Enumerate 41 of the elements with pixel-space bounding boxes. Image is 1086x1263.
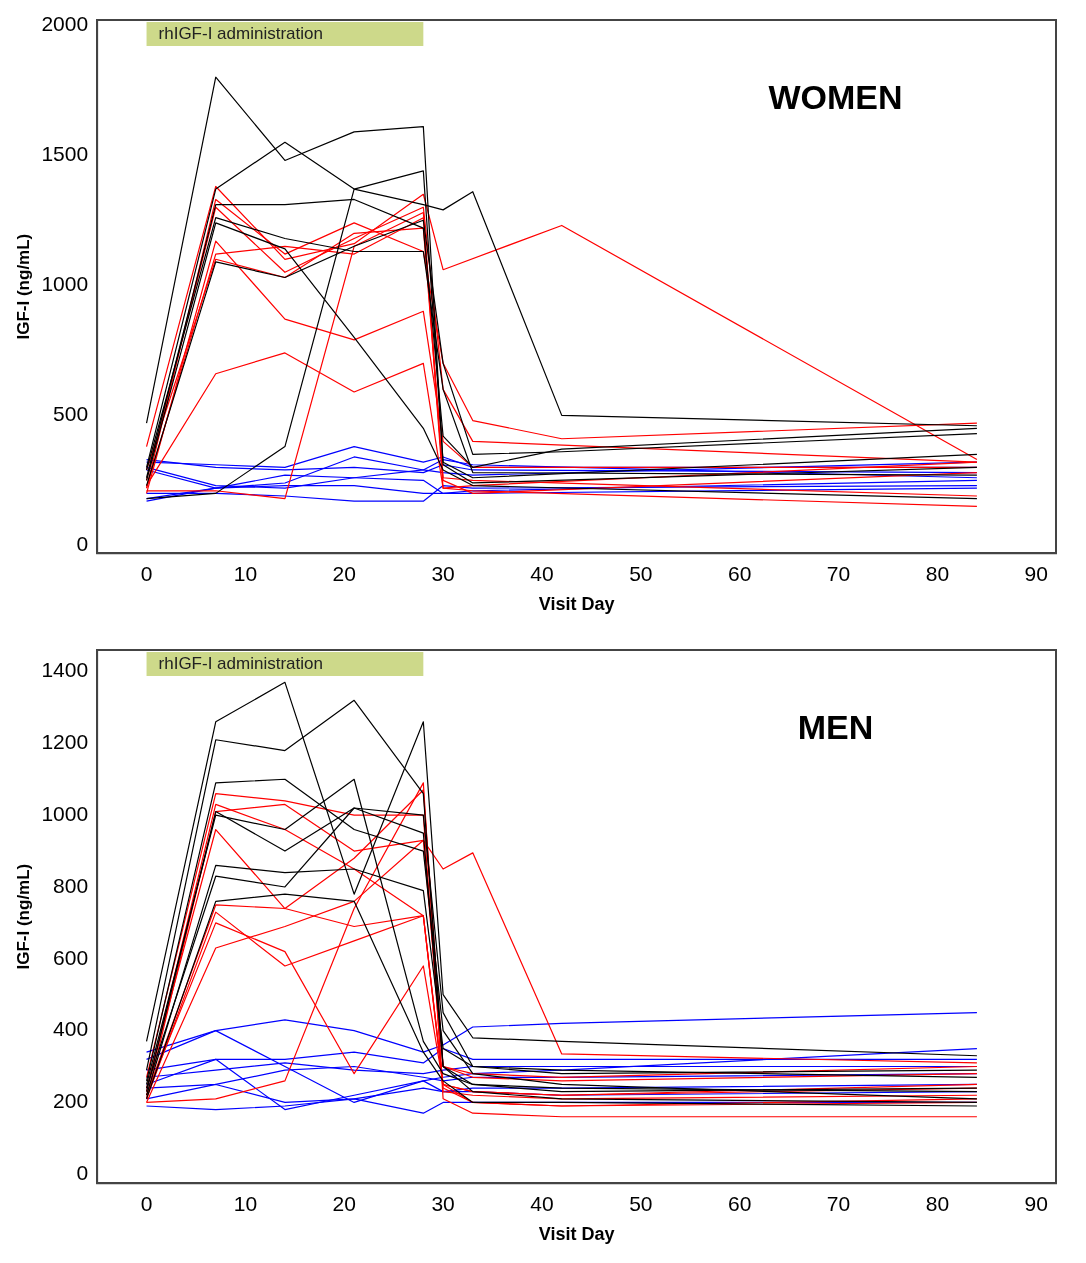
x-tick-label: 60 bbox=[727, 561, 752, 585]
y-tick-label: 500 bbox=[53, 402, 89, 426]
x-tick-label: 70 bbox=[826, 1191, 851, 1215]
y-tick-label: 1000 bbox=[41, 801, 89, 825]
x-tick-label: 70 bbox=[826, 561, 851, 585]
annotation: MEN bbox=[797, 708, 874, 747]
x-tick-label: 90 bbox=[1024, 561, 1048, 585]
x-axis-title: Visit Day bbox=[538, 1224, 615, 1245]
x-tick-label: 40 bbox=[530, 561, 554, 585]
x-tick-label: 0 bbox=[140, 1191, 153, 1215]
x-tick-label: 50 bbox=[629, 1191, 653, 1215]
y-tick-label: 1500 bbox=[41, 142, 89, 166]
x-tick-label: 80 bbox=[925, 1191, 950, 1215]
x-tick-label: 20 bbox=[332, 561, 356, 585]
y-tick-label: 1400 bbox=[41, 658, 89, 682]
x-tick-label: 40 bbox=[530, 1191, 554, 1215]
y-tick-label: 400 bbox=[53, 1017, 89, 1041]
y-axis-title: IGF-I (ng/mL) bbox=[13, 233, 33, 340]
band-label: rhIGF-I administration bbox=[158, 653, 323, 673]
x-tick-label: 30 bbox=[431, 561, 455, 585]
x-tick-label: 50 bbox=[629, 561, 653, 585]
y-tick-label: 200 bbox=[53, 1089, 89, 1113]
y-tick-label: 2000 bbox=[41, 12, 89, 35]
y-tick-label: 1200 bbox=[41, 730, 89, 754]
band-label: rhIGF-I administration bbox=[158, 23, 323, 43]
x-tick-label: 80 bbox=[925, 561, 950, 585]
y-tick-label: 600 bbox=[53, 945, 89, 969]
x-tick-label: 30 bbox=[431, 1191, 455, 1215]
x-tick-label: 10 bbox=[233, 561, 258, 585]
x-tick-label: 90 bbox=[1024, 1191, 1048, 1215]
x-tick-label: 0 bbox=[140, 561, 153, 585]
y-tick-label: 800 bbox=[53, 873, 89, 897]
x-tick-label: 10 bbox=[233, 1191, 258, 1215]
annotation: WOMEN bbox=[768, 78, 903, 117]
y-axis-title: IGF-I (ng/mL) bbox=[13, 863, 33, 970]
x-tick-label: 60 bbox=[727, 1191, 752, 1215]
y-tick-label: 0 bbox=[76, 532, 89, 556]
x-tick-label: 20 bbox=[332, 1191, 356, 1215]
y-tick-label: 0 bbox=[76, 1161, 89, 1185]
y-tick-label: 1000 bbox=[41, 272, 89, 296]
x-axis-title: Visit Day bbox=[538, 594, 615, 615]
